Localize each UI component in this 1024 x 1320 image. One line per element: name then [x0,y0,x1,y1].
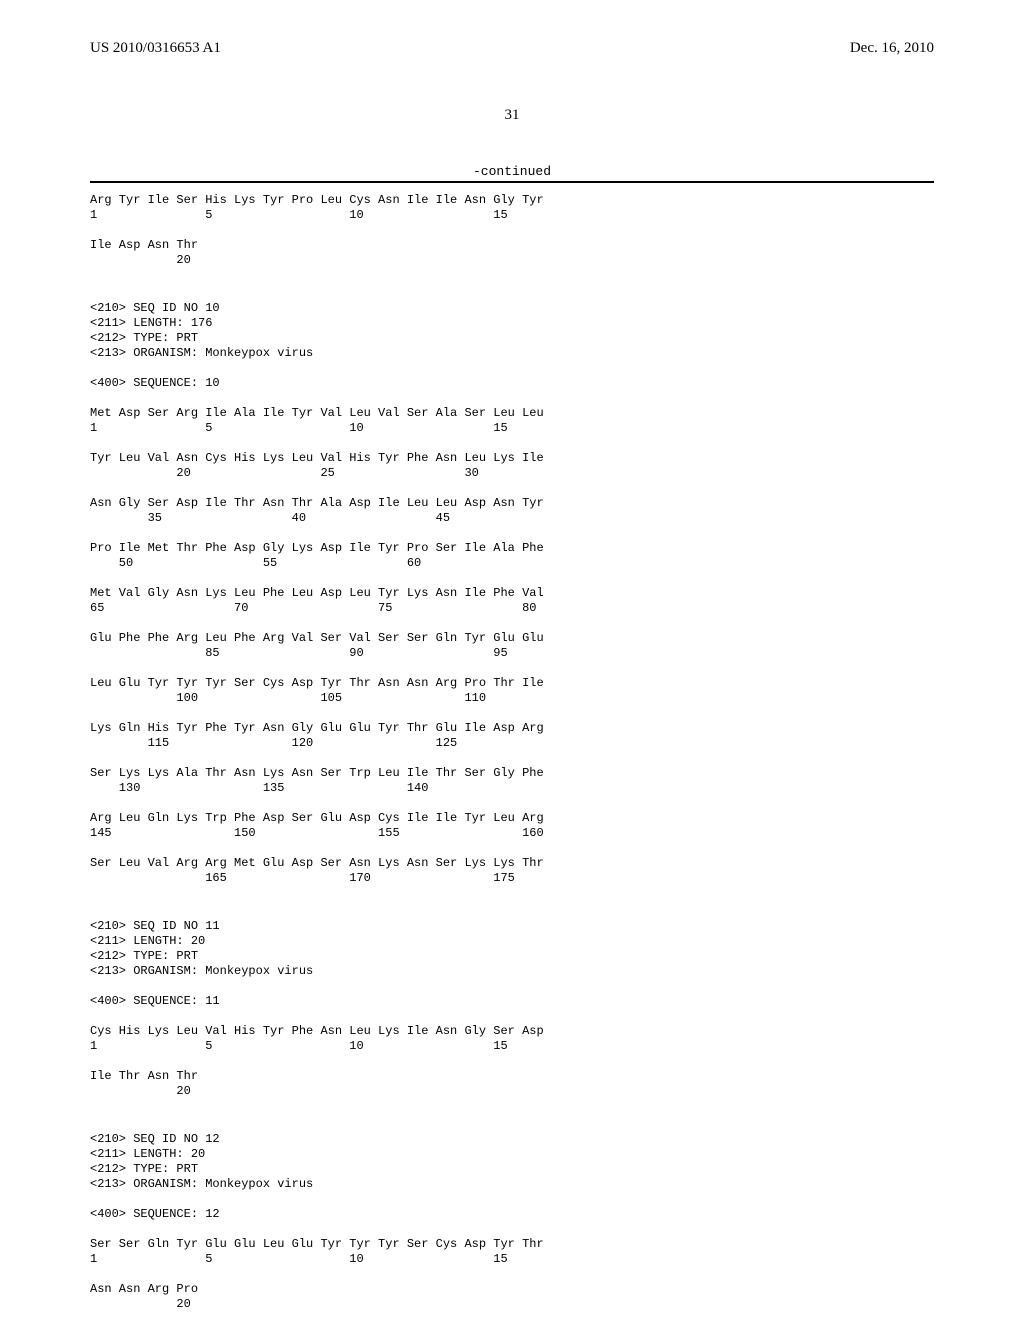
sequence-block: <210> SEQ ID NO 12 <211> LENGTH: 20 <212… [90,1132,934,1312]
page-header: US 2010/0316653 A1 Dec. 16, 2010 [90,40,934,57]
section-divider [90,181,934,183]
doc-date: Dec. 16, 2010 [850,40,934,57]
sequence-listing: Arg Tyr Ile Ser His Lys Tyr Pro Leu Cys … [90,193,934,1312]
sequence-block: <210> SEQ ID NO 10 <211> LENGTH: 176 <21… [90,301,934,886]
sequence-block: Arg Tyr Ile Ser His Lys Tyr Pro Leu Cys … [90,193,934,268]
page-number: 31 [90,107,934,124]
doc-number: US 2010/0316653 A1 [90,40,221,57]
sequence-block: <210> SEQ ID NO 11 <211> LENGTH: 20 <212… [90,919,934,1099]
continued-label: -continued [90,164,934,179]
